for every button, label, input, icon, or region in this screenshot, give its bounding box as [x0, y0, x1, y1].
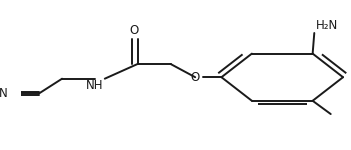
- Text: O: O: [130, 24, 139, 38]
- Text: NH: NH: [86, 79, 103, 92]
- Text: H₂N: H₂N: [316, 19, 338, 32]
- Text: N: N: [0, 87, 8, 100]
- Text: O: O: [191, 71, 200, 84]
